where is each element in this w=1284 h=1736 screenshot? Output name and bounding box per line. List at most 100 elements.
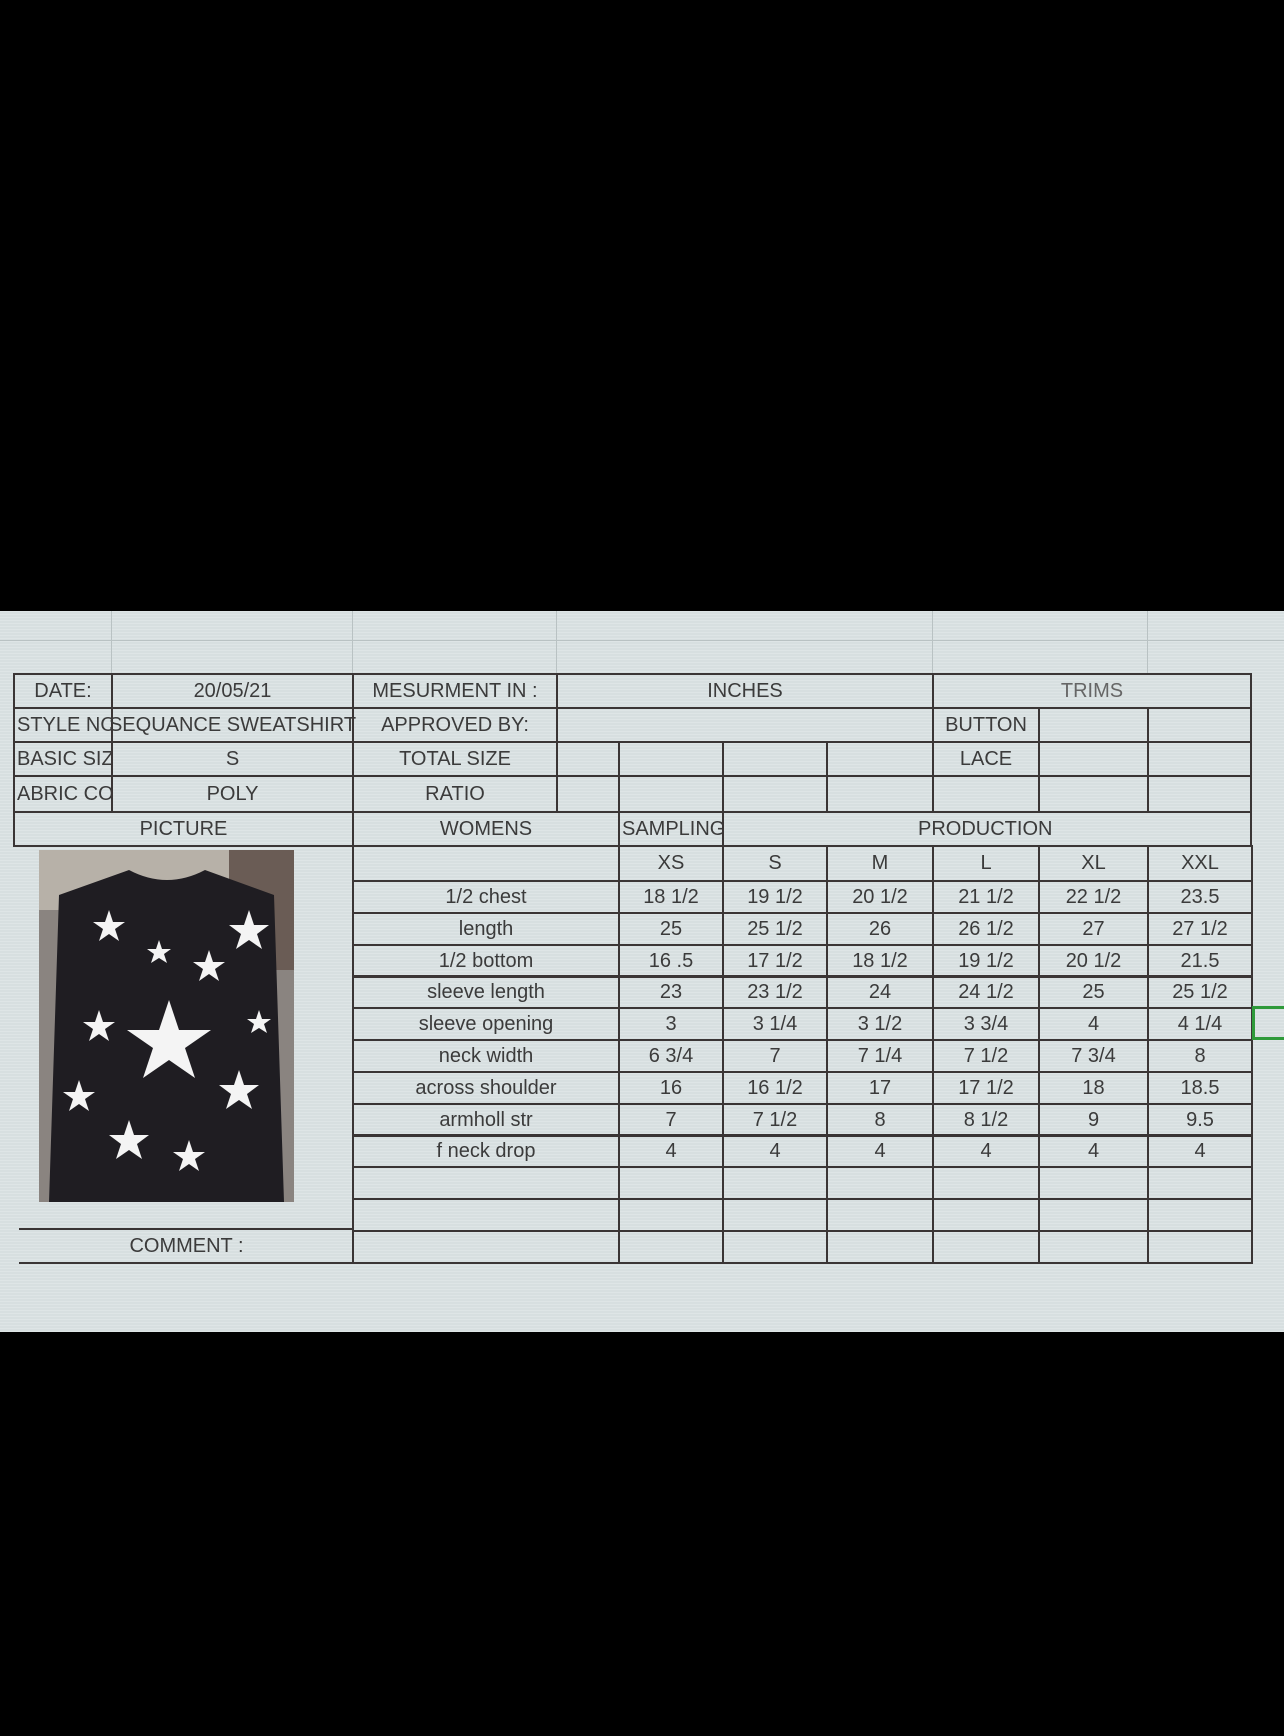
measurement-value[interactable]: 20 1/2	[826, 880, 934, 914]
ratio-cell[interactable]	[1038, 775, 1149, 813]
approved-value[interactable]	[556, 707, 934, 743]
empty-cell[interactable]	[1147, 1198, 1253, 1232]
measurement-value[interactable]: 17 1/2	[722, 944, 828, 978]
ratio-label: RATIO	[352, 775, 558, 813]
empty-cell[interactable]	[722, 1198, 828, 1232]
total-size-cell[interactable]	[722, 741, 828, 777]
measurement-unit[interactable]: INCHES	[556, 673, 934, 709]
measurement-value[interactable]: 22 1/2	[1038, 880, 1149, 914]
measurement-value[interactable]: 18	[1038, 1071, 1149, 1105]
ratio-cell[interactable]	[722, 775, 828, 813]
measurement-value[interactable]: 26	[826, 912, 934, 946]
fabric-value[interactable]: POLY	[111, 775, 354, 813]
empty-cell[interactable]	[826, 1198, 934, 1232]
measurement-value[interactable]: 23.5	[1147, 880, 1253, 914]
lace-cell[interactable]	[1147, 741, 1252, 777]
measurement-value[interactable]: 25	[1038, 975, 1149, 1009]
measurement-value[interactable]: 24	[826, 975, 934, 1009]
measurement-value[interactable]: 4	[722, 1134, 828, 1168]
button-cell[interactable]	[1147, 707, 1252, 743]
measurement-value[interactable]: 16	[618, 1071, 724, 1105]
measurement-value[interactable]: 4	[618, 1134, 724, 1168]
measurement-value[interactable]: 27	[1038, 912, 1149, 946]
empty-cell[interactable]	[932, 1198, 1040, 1232]
measurement-value[interactable]: 4 1/4	[1147, 1007, 1253, 1041]
measurement-value[interactable]: 8 1/2	[932, 1103, 1040, 1137]
empty-cell[interactable]	[1038, 1198, 1149, 1232]
measurement-value[interactable]: 7 1/2	[722, 1103, 828, 1137]
measurement-value[interactable]: 23	[618, 975, 724, 1009]
empty-cell[interactable]	[352, 1166, 620, 1200]
womens-label: WOMENS	[352, 811, 620, 847]
total-size-cell[interactable]	[826, 741, 934, 777]
measurement-value[interactable]: 25 1/2	[722, 912, 828, 946]
empty-cell[interactable]	[932, 1230, 1040, 1264]
measurement-value[interactable]: 7	[722, 1039, 828, 1073]
measurement-value[interactable]: 17	[826, 1071, 934, 1105]
measurement-value[interactable]: 8	[1147, 1039, 1253, 1073]
ratio-cell[interactable]	[826, 775, 934, 813]
ratio-cell[interactable]	[932, 775, 1040, 813]
total-size-cell[interactable]	[618, 741, 724, 777]
date-value[interactable]: 20/05/21	[111, 673, 354, 709]
empty-cell[interactable]	[352, 1198, 620, 1232]
measurement-value[interactable]: 7	[618, 1103, 724, 1137]
empty-cell[interactable]	[618, 1230, 724, 1264]
basic-size-value[interactable]: S	[111, 741, 354, 777]
measurement-value[interactable]: 7 1/4	[826, 1039, 934, 1073]
measurement-value[interactable]: 19 1/2	[722, 880, 828, 914]
measurement-value[interactable]: 21 1/2	[932, 880, 1040, 914]
measurement-value[interactable]: 19 1/2	[932, 944, 1040, 978]
measurement-value[interactable]: 9	[1038, 1103, 1149, 1137]
measurement-value[interactable]: 4	[1147, 1134, 1253, 1168]
ratio-cell[interactable]	[1147, 775, 1252, 813]
measurement-value[interactable]: 4	[1038, 1134, 1149, 1168]
measurement-value[interactable]: 16 1/2	[722, 1071, 828, 1105]
measurement-value[interactable]: 3	[618, 1007, 724, 1041]
empty-cell[interactable]	[618, 1166, 724, 1200]
measurement-value[interactable]: 4	[826, 1134, 934, 1168]
measurement-value[interactable]: 7 3/4	[1038, 1039, 1149, 1073]
measurement-value[interactable]: 23 1/2	[722, 975, 828, 1009]
ratio-cell[interactable]	[618, 775, 724, 813]
empty-cell[interactable]	[826, 1230, 934, 1264]
measurement-value[interactable]: 18 1/2	[618, 880, 724, 914]
measurement-value[interactable]: 4	[1038, 1007, 1149, 1041]
measurement-value[interactable]: 8	[826, 1103, 934, 1137]
empty-cell[interactable]	[618, 1198, 724, 1232]
measurement-value[interactable]: 25 1/2	[1147, 975, 1253, 1009]
measurement-value[interactable]: 3 3/4	[932, 1007, 1040, 1041]
empty-cell[interactable]	[1038, 1230, 1149, 1264]
total-size-cell[interactable]	[556, 741, 620, 777]
measurement-value[interactable]: 26 1/2	[932, 912, 1040, 946]
empty-cell[interactable]	[932, 1166, 1040, 1200]
ratio-cell[interactable]	[556, 775, 620, 813]
empty-cell[interactable]	[722, 1166, 828, 1200]
measurement-value[interactable]: 20 1/2	[1038, 944, 1149, 978]
measurement-value[interactable]: 25	[618, 912, 724, 946]
measurement-value[interactable]: 7 1/2	[932, 1039, 1040, 1073]
measurement-value[interactable]: 27 1/2	[1147, 912, 1253, 946]
measurement-value[interactable]: 24 1/2	[932, 975, 1040, 1009]
empty-cell[interactable]	[826, 1166, 934, 1200]
measurement-value[interactable]: 16 .5	[618, 944, 724, 978]
measurement-value[interactable]: 18 1/2	[826, 944, 934, 978]
size-header-s: S	[722, 845, 828, 882]
measurement-value[interactable]: 21.5	[1147, 944, 1253, 978]
button-cell[interactable]	[1038, 707, 1149, 743]
measurement-value[interactable]: 3 1/4	[722, 1007, 828, 1041]
lace-cell[interactable]	[1038, 741, 1149, 777]
empty-cell[interactable]	[352, 1230, 620, 1264]
measurement-value[interactable]: 17 1/2	[932, 1071, 1040, 1105]
measurement-value[interactable]: 4	[932, 1134, 1040, 1168]
measurement-value[interactable]: 18.5	[1147, 1071, 1253, 1105]
style-value[interactable]: SEQUANCE SWEATSHIRT	[109, 707, 356, 743]
empty-cell[interactable]	[722, 1230, 828, 1264]
selected-cell[interactable]	[1252, 1006, 1284, 1040]
measurement-value[interactable]: 6 3/4	[618, 1039, 724, 1073]
measurement-value[interactable]: 3 1/2	[826, 1007, 934, 1041]
empty-cell[interactable]	[1038, 1166, 1149, 1200]
empty-cell[interactable]	[1147, 1166, 1253, 1200]
measurement-value[interactable]: 9.5	[1147, 1103, 1253, 1137]
empty-cell[interactable]	[1147, 1230, 1253, 1264]
